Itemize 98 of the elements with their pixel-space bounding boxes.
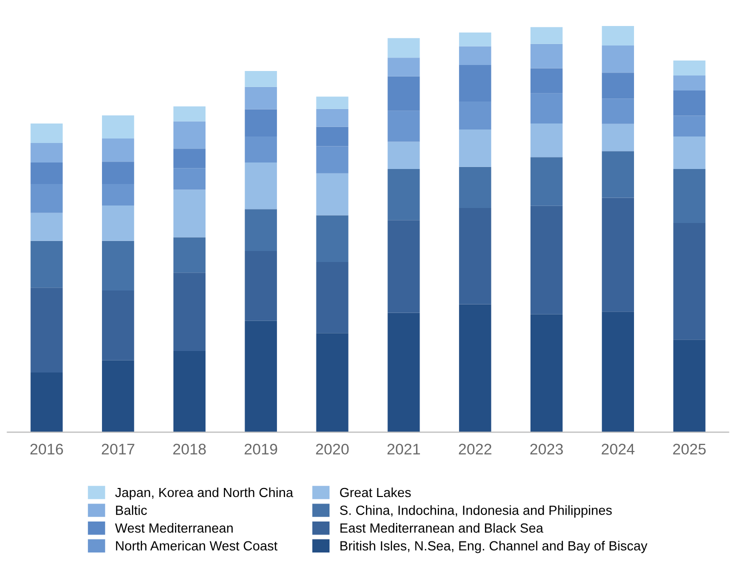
bar (388, 142, 420, 169)
bar (102, 138, 134, 162)
x-tick-label: 2024 (602, 444, 634, 455)
bar (30, 142, 63, 162)
bar (316, 333, 348, 432)
bar (173, 106, 206, 122)
bar (602, 198, 634, 312)
x-tick-label: 2021 (387, 444, 420, 455)
bar (602, 45, 634, 73)
bar (244, 251, 277, 321)
bar (30, 288, 63, 373)
x-tick-label: 2017 (102, 444, 134, 455)
legend-label: East Mediterranean and Black Sea (340, 523, 544, 533)
bar (459, 304, 492, 432)
legend-label: Baltic (116, 505, 147, 515)
bar (673, 136, 706, 169)
bar (173, 190, 206, 238)
bar (102, 290, 134, 360)
bar (602, 72, 634, 99)
bar (602, 98, 634, 124)
bar (602, 26, 634, 46)
bar (30, 123, 63, 143)
x-tick-label: 2016 (30, 444, 63, 455)
bar (244, 209, 277, 252)
x-tick-label: 2025 (673, 444, 706, 455)
bar (173, 350, 206, 432)
bar (673, 60, 706, 76)
x-tick-label: 2020 (316, 444, 349, 455)
bar (388, 58, 420, 76)
bar (30, 212, 63, 241)
bar (530, 93, 563, 124)
bar (316, 146, 348, 174)
bar (244, 136, 277, 162)
bar (388, 110, 420, 142)
bar (602, 151, 634, 198)
bar (102, 162, 134, 184)
bar (602, 312, 634, 432)
legend-label: British Isles, N.Sea, Eng. Channel and Bay of Biscay (340, 540, 648, 554)
legend-label: Great Lakes (340, 487, 411, 498)
bar (673, 340, 706, 432)
bar (388, 38, 420, 58)
bar (673, 116, 706, 136)
bar (173, 168, 206, 190)
legend-label: West Mediterranean (115, 523, 233, 533)
legend-label: S. China, Indochina, Indonesia and Philippines (340, 505, 612, 518)
bar (459, 208, 492, 304)
bar (173, 148, 206, 168)
bar (102, 206, 134, 241)
bar (316, 126, 348, 146)
bar (173, 237, 206, 273)
bar (673, 76, 706, 91)
bar (459, 32, 492, 46)
bar (459, 64, 492, 102)
bar (530, 157, 563, 206)
bar (102, 115, 134, 138)
bar (316, 173, 348, 216)
bar (244, 162, 277, 210)
bar (530, 206, 563, 314)
bar (316, 96, 348, 109)
bar (530, 314, 563, 432)
bar (30, 184, 63, 213)
bar (459, 130, 492, 167)
bar (602, 124, 634, 152)
bar (388, 168, 420, 220)
bar (673, 90, 706, 116)
bar (244, 71, 277, 87)
x-tick-label: 2018 (173, 444, 206, 455)
x-tick-label: 2019 (244, 444, 278, 455)
bar (673, 223, 706, 340)
bar (459, 46, 492, 65)
bar (530, 44, 563, 68)
x-tick-label: 2022 (458, 444, 492, 455)
bar (30, 240, 63, 288)
bar (244, 320, 277, 432)
legend-label: North American West Coast (116, 540, 278, 551)
x-tick-label: 2023 (530, 444, 563, 455)
bar (388, 220, 420, 313)
bar (388, 312, 420, 432)
bar (102, 184, 134, 206)
bar (173, 272, 206, 351)
bar (30, 162, 63, 184)
bar (530, 27, 563, 44)
bar (102, 360, 134, 432)
bar (530, 123, 563, 158)
legend-label: Japan, Korea and North China (115, 487, 294, 500)
bar (673, 168, 706, 223)
bar (388, 76, 420, 111)
bar (173, 121, 206, 149)
bar (30, 372, 63, 432)
bar (244, 86, 277, 110)
bar (102, 240, 134, 290)
bar (316, 215, 348, 262)
bar (530, 68, 563, 94)
bar (244, 109, 277, 136)
bar (459, 102, 492, 130)
bar (459, 166, 492, 208)
bar (316, 262, 348, 334)
bar (316, 108, 348, 127)
